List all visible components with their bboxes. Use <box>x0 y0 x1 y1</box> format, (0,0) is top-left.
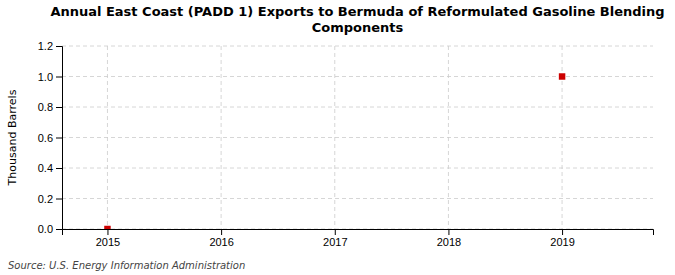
grid-line-x <box>107 46 108 229</box>
tick: 2016 <box>209 229 233 248</box>
tick-mark <box>221 229 222 235</box>
tick-label: 2015 <box>96 236 120 248</box>
grid-line-x <box>448 46 449 229</box>
tick: 0.4 <box>38 162 62 174</box>
y-axis-title: Thousand Barrels <box>6 89 19 186</box>
chart: 2015 2016 2017 2018 2019 0.0 0.2 0.4 0.6 0.8 1.0 1.… <box>0 0 675 275</box>
axis-line <box>63 230 654 236</box>
point <box>559 73 565 79</box>
tick-label: 1.2 <box>38 40 53 52</box>
tick: 2015 <box>96 229 120 248</box>
x-axis: 2015 2016 2017 2018 2019 <box>63 229 654 248</box>
grid-line-y <box>62 137 653 138</box>
y-axis: 0.0 0.2 0.4 0.6 0.8 1.0 1.2 <box>38 40 63 235</box>
axis-line <box>56 47 63 230</box>
tick-mark <box>448 229 449 235</box>
tick-label: 2017 <box>323 236 347 248</box>
tick: 0.6 <box>38 132 62 144</box>
title-line: Components <box>312 20 404 35</box>
tick-mark <box>56 46 62 47</box>
tick-label: 0.6 <box>38 132 53 144</box>
grid <box>62 46 653 229</box>
grid-line-y <box>62 46 653 47</box>
tick-mark <box>56 107 62 108</box>
grid-line-x <box>334 46 335 229</box>
tick-label: 2016 <box>209 236 233 248</box>
point <box>104 226 110 229</box>
tick-label: 0.4 <box>38 162 53 174</box>
tick-label: 2018 <box>437 236 461 248</box>
grid-line-y <box>62 198 653 199</box>
tick-label: 2019 <box>550 236 574 248</box>
grid-line-y <box>62 168 653 169</box>
grid-line-x <box>221 46 222 229</box>
tick: 2019 <box>550 229 574 248</box>
tick-mark <box>107 229 108 235</box>
grid-line-y <box>62 107 653 108</box>
title: Annual East Coast (PADD 1) Exports to Be… <box>50 4 664 35</box>
tick: 0.8 <box>38 101 62 113</box>
tick-mark <box>56 77 62 78</box>
tick: 1.0 <box>38 71 62 83</box>
tick-mark <box>56 138 62 139</box>
tick-label: 1.0 <box>38 71 53 83</box>
tick-mark <box>56 229 62 230</box>
tick: 0.0 <box>38 223 62 235</box>
tick: 1.2 <box>38 40 62 52</box>
tick-label: 0.0 <box>38 223 53 235</box>
tick-mark <box>562 229 563 235</box>
title-line: Annual East Coast (PADD 1) Exports to Be… <box>50 4 664 19</box>
source: Source: U.S. Energy Information Administ… <box>8 260 245 271</box>
tick-mark <box>56 168 62 169</box>
tick: 2017 <box>323 229 347 248</box>
tick-label: 0.8 <box>38 101 53 113</box>
points <box>104 73 565 229</box>
tick-mark <box>335 229 336 235</box>
tick-mark <box>56 199 62 200</box>
tick: 0.2 <box>38 193 62 205</box>
tick-label: 0.2 <box>38 193 53 205</box>
tick: 2018 <box>437 229 461 248</box>
